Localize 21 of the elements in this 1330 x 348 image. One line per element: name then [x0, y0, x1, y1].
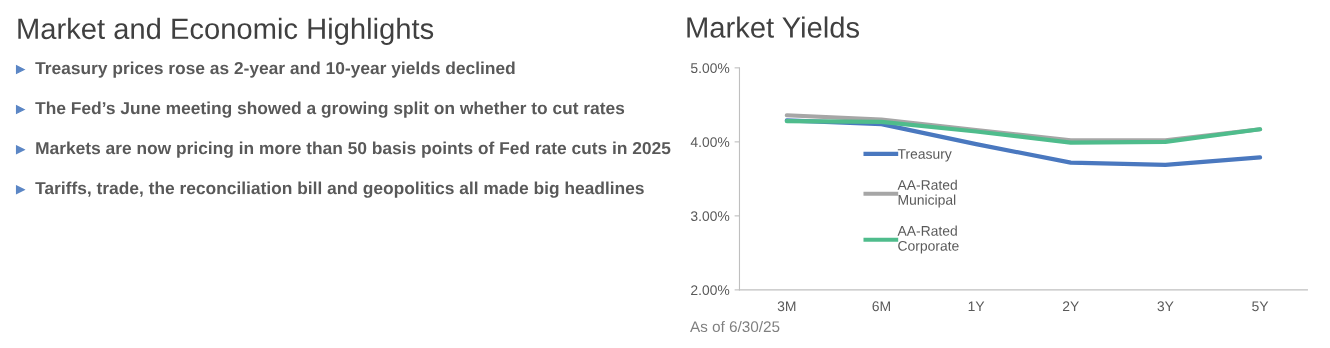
legend-label: AA-Rated Municipal	[897, 179, 957, 208]
y-tick-label: 2.00%	[691, 285, 730, 296]
y-tick-label: 3.00%	[690, 211, 730, 222]
x-tick-label: 1Y	[968, 301, 985, 312]
text: As of 6/30/25	[690, 320, 780, 333]
legend-label: AA-Rated Corporate	[897, 225, 959, 254]
x-tick-label: 5Y	[1252, 301, 1269, 312]
y-tick-label: 4.00%	[690, 137, 730, 148]
x-tick-label: 3M	[777, 301, 796, 312]
text: Tariffs, trade, the reconciliation bill and geopolitics all made big headlines	[35, 181, 644, 198]
text: Treasury prices rose as 2-year and 10-year yields declined	[35, 61, 515, 78]
text: Markets are now pricing in more than 50 basis points of Fed rate cuts in 2025	[36, 141, 671, 158]
text: The Fed’s June meeting showed a growing split on whether to cut rates	[35, 101, 625, 118]
text: Market and Economic Highlights	[18, 17, 434, 45]
x-tick-label: 2Y	[1062, 301, 1079, 312]
y-tick-label: 5.00%	[690, 63, 730, 74]
chart-title: Market Yields	[687, 16, 860, 38]
x-tick-label: 3Y	[1157, 301, 1174, 312]
legend-label: Treasury	[897, 149, 952, 162]
line-series	[784, 119, 1263, 145]
x-tick-label: 6M	[872, 301, 890, 312]
